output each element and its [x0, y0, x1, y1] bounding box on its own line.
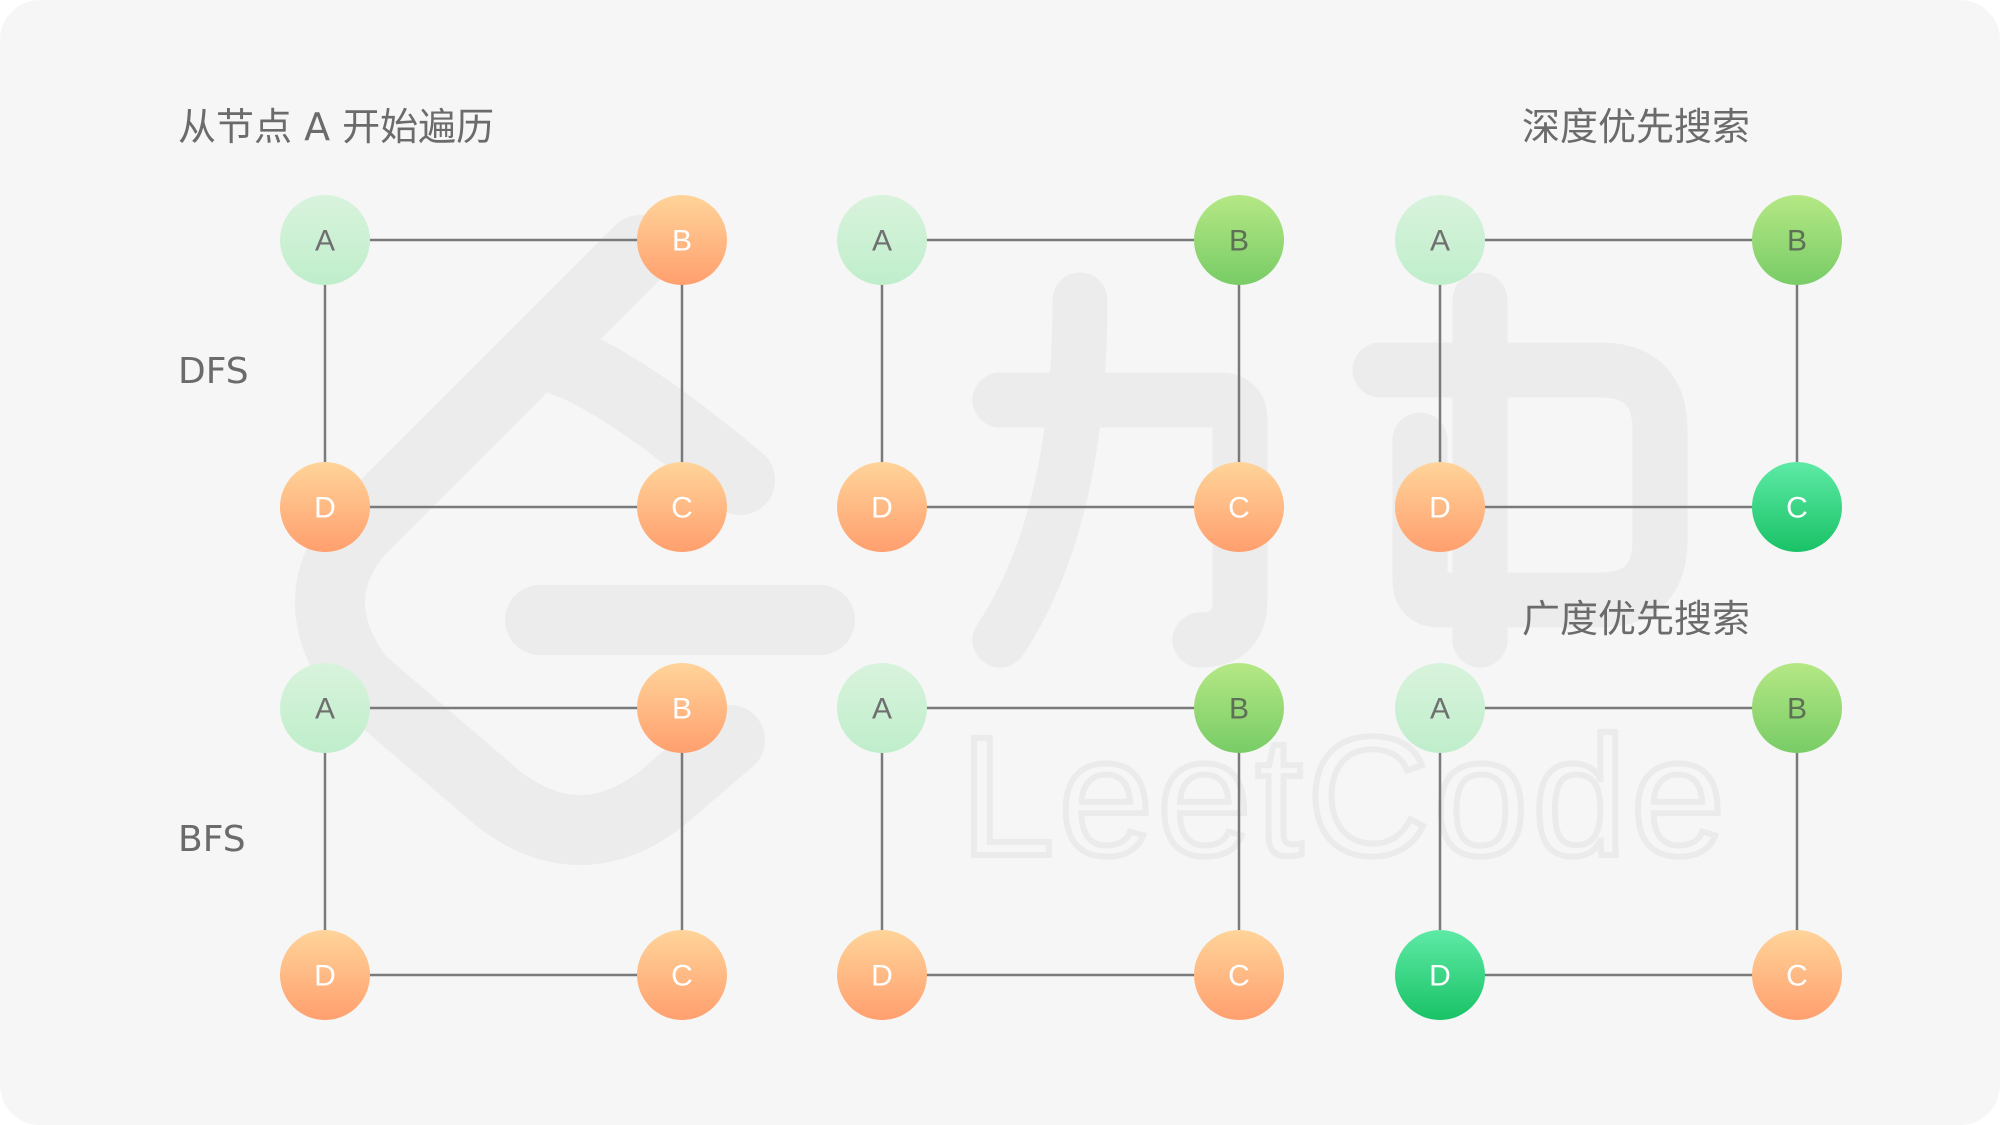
node-label-C: C	[671, 960, 693, 993]
dfs-row-label: DFS	[178, 351, 249, 392]
node-label-C: C	[1786, 960, 1808, 993]
node-C-unvisited	[1194, 930, 1284, 1020]
node-C-unvisited	[1194, 462, 1284, 552]
node-A-start	[837, 195, 927, 285]
node-label-B: B	[1229, 225, 1249, 258]
start-note: 从节点 A 开始遍历	[178, 105, 495, 149]
node-label-A: A	[872, 693, 892, 726]
node-label-D: D	[1429, 492, 1451, 525]
node-label-B: B	[672, 225, 692, 258]
watermark-text: LeetCode	[960, 702, 1729, 892]
node-label-D: D	[314, 492, 336, 525]
graphs-layer: A B C D A B C D A B C D A B C D A B C D A B C D	[280, 195, 1842, 1020]
bfs-graph-step-3: A B C D	[1395, 663, 1842, 1020]
node-label-B: B	[1787, 693, 1807, 726]
node-label-D: D	[871, 960, 893, 993]
node-B-unvisited	[637, 663, 727, 753]
node-A-start	[837, 663, 927, 753]
node-D-unvisited	[280, 462, 370, 552]
node-B-unvisited	[637, 195, 727, 285]
node-C-unvisited	[1752, 930, 1842, 1020]
node-label-A: A	[315, 693, 335, 726]
node-C-unvisited	[637, 462, 727, 552]
node-label-A: A	[315, 225, 335, 258]
watermark-logo: LeetCode	[295, 215, 1729, 895]
dfs-graph-step-1: A B C D	[280, 195, 727, 552]
node-label-A: A	[1430, 693, 1450, 726]
node-A-start	[280, 195, 370, 285]
dfs-graph-step-2: A B C D	[837, 195, 1284, 552]
node-B-visited	[1752, 195, 1842, 285]
node-label-D: D	[1429, 960, 1451, 993]
node-B-visited	[1752, 663, 1842, 753]
node-A-start	[1395, 663, 1485, 753]
dfs-graph-step-3: A B C D	[1395, 195, 1842, 552]
node-label-A: A	[872, 225, 892, 258]
bfs-graph-step-2: A B C D	[837, 663, 1284, 1020]
bfs-title: 广度优先搜索	[1522, 597, 1751, 641]
bfs-graph-step-1: A B C D	[280, 663, 727, 1020]
node-D-unvisited	[280, 930, 370, 1020]
node-D-unvisited	[837, 930, 927, 1020]
node-D-unvisited	[1395, 462, 1485, 552]
node-label-D: D	[871, 492, 893, 525]
node-label-B: B	[1787, 225, 1807, 258]
node-label-C: C	[1228, 492, 1250, 525]
node-C-current	[1752, 462, 1842, 552]
node-D-unvisited	[837, 462, 927, 552]
node-D-current	[1395, 930, 1485, 1020]
node-B-visited	[1194, 195, 1284, 285]
node-A-start	[280, 663, 370, 753]
node-label-B: B	[1229, 693, 1249, 726]
node-label-C: C	[1228, 960, 1250, 993]
dfs-title: 深度优先搜索	[1522, 105, 1751, 149]
node-label-D: D	[314, 960, 336, 993]
bfs-row-label: BFS	[178, 819, 246, 860]
node-label-C: C	[671, 492, 693, 525]
node-C-unvisited	[637, 930, 727, 1020]
node-label-C: C	[1786, 492, 1808, 525]
node-B-visited	[1194, 663, 1284, 753]
node-label-A: A	[1430, 225, 1450, 258]
node-A-start	[1395, 195, 1485, 285]
node-label-B: B	[672, 693, 692, 726]
